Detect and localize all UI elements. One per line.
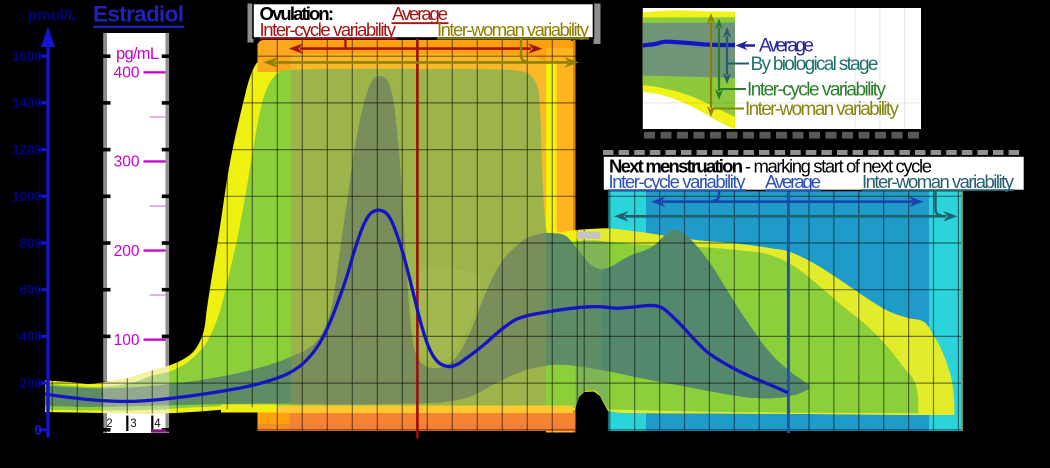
svg-text:1200: 1200 xyxy=(12,142,42,157)
svg-text:Next menstruation: Next menstruation xyxy=(609,156,743,177)
svg-text:Estradiol: Estradiol xyxy=(93,2,184,27)
svg-text:Inter-cycle variability: Inter-cycle variability xyxy=(747,80,887,101)
svg-text:By biological stage: By biological stage xyxy=(751,54,879,75)
svg-text:400: 400 xyxy=(19,329,42,344)
svg-text:100: 100 xyxy=(114,332,140,349)
svg-text:Inter-woman variability: Inter-woman variability xyxy=(745,99,900,120)
svg-text:1600: 1600 xyxy=(12,49,42,64)
svg-text:200: 200 xyxy=(114,243,140,260)
svg-text:- marking start of next cycle: - marking start of next cycle xyxy=(745,156,932,177)
svg-text:2: 2 xyxy=(106,418,112,430)
svg-text:4: 4 xyxy=(154,418,161,430)
svg-text:800: 800 xyxy=(19,236,42,251)
svg-text:Average: Average xyxy=(765,171,821,192)
svg-text:1400: 1400 xyxy=(12,96,42,111)
svg-text:200: 200 xyxy=(19,376,42,391)
svg-text:Average: Average xyxy=(759,36,814,57)
svg-text:Inter-woman variability: Inter-woman variability xyxy=(437,19,590,40)
svg-text:Average: Average xyxy=(392,3,448,24)
svg-text:600: 600 xyxy=(19,283,42,298)
svg-text:Ovulation:: Ovulation: xyxy=(260,3,335,24)
svg-text:300: 300 xyxy=(114,154,140,171)
svg-text:400: 400 xyxy=(114,65,140,82)
svg-text:Inter-cycle variability: Inter-cycle variability xyxy=(609,171,747,192)
svg-text:pmol/L: pmol/L xyxy=(28,7,77,24)
svg-text:Inter-woman variability: Inter-woman variability xyxy=(862,171,1015,192)
svg-text:0: 0 xyxy=(34,423,42,438)
svg-text:3: 3 xyxy=(130,418,136,430)
svg-text:1000: 1000 xyxy=(12,189,42,204)
svg-text:pg/mL: pg/mL xyxy=(116,45,159,63)
svg-text:Inter-cycle variability: Inter-cycle variability xyxy=(260,19,397,40)
